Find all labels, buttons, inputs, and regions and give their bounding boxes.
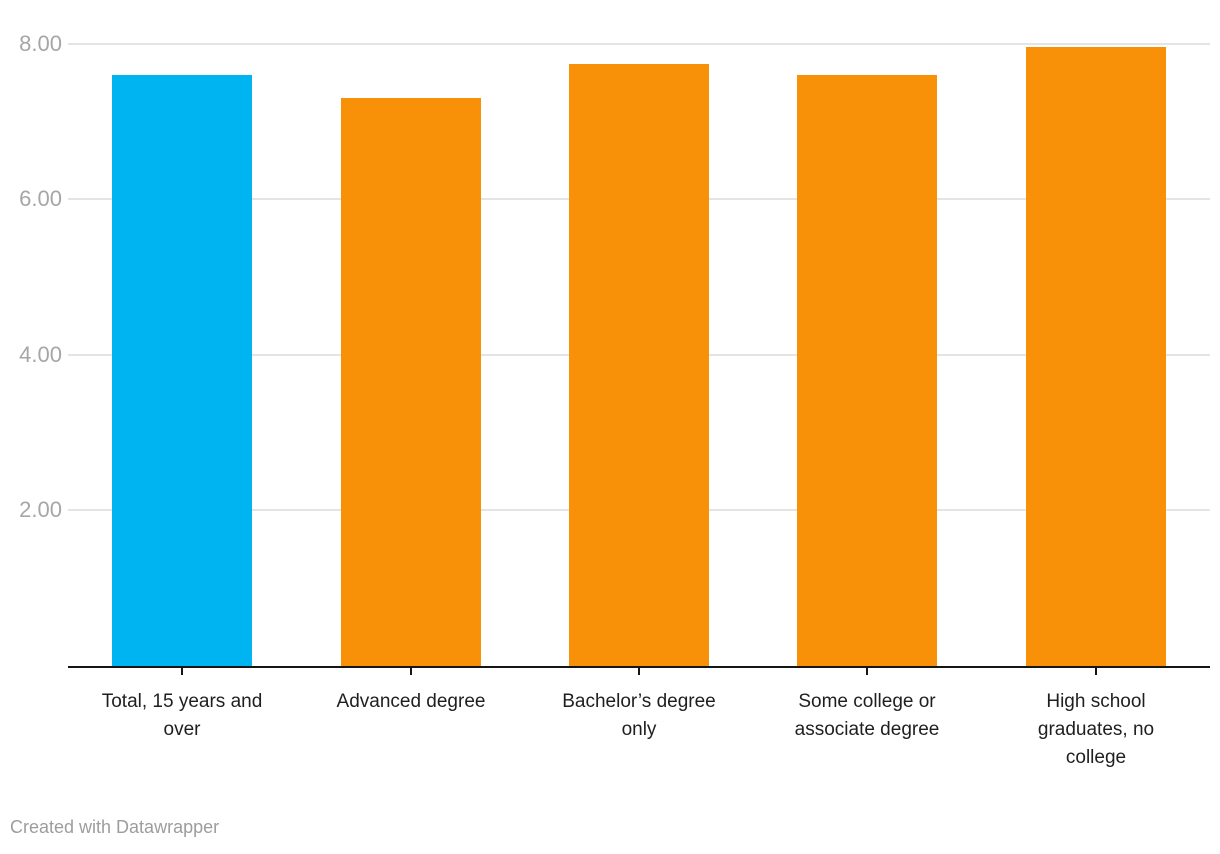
bar[interactable] — [569, 64, 709, 666]
bar[interactable] — [341, 98, 481, 666]
x-axis-tick — [181, 668, 183, 675]
x-axis-line — [68, 666, 1210, 668]
x-axis-tick — [866, 668, 868, 675]
y-axis-tick-label: 2.00 — [19, 497, 62, 522]
x-axis-category-label: Advanced degree — [336, 691, 486, 712]
y-axis-tick-label: 6.00 — [19, 186, 62, 211]
x-axis-tick — [638, 668, 640, 675]
x-axis-category-label: Total, 15 years and over — [101, 691, 263, 740]
bar[interactable] — [112, 75, 252, 666]
x-axis-tick — [410, 668, 412, 675]
gridline — [68, 43, 1210, 45]
x-axis-category-label: High school graduates, no college — [1037, 691, 1155, 768]
x-axis-tick — [1095, 668, 1097, 675]
datawrapper-attribution-link[interactable]: Created with Datawrapper — [10, 817, 220, 837]
y-axis-tick-label: 4.00 — [19, 342, 62, 367]
x-axis-category-label: Bachelor’s degree only — [562, 691, 716, 740]
y-axis-tick-label: 8.00 — [19, 31, 62, 56]
bar[interactable] — [797, 75, 937, 666]
bar[interactable] — [1026, 47, 1166, 666]
x-axis-category-label: Some college or associate degree — [794, 691, 940, 740]
